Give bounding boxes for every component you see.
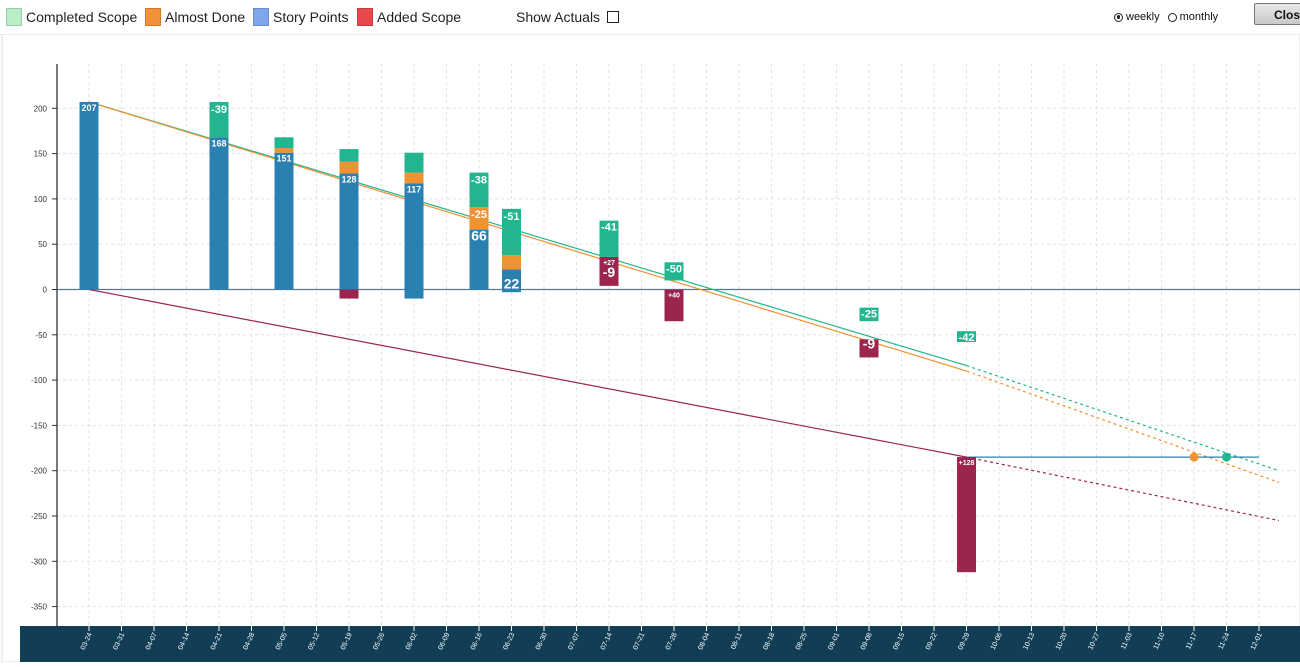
bar-points-label: 66 [471,228,487,244]
bar-almost-done [502,255,521,270]
forecast-point-almost_done [1189,452,1199,462]
bar-points-label: 151 [276,154,291,164]
bar-added-label: +128 [959,460,975,467]
bar-points-label: 117 [407,184,422,194]
bar-points-label: 22 [504,276,520,292]
bar-points-label: -9 [603,264,616,280]
bar-added-scope [339,289,359,299]
x-axis-band [20,626,1300,662]
legend-story-points: Story Points [253,7,348,27]
bar-completed [274,137,294,149]
bar-completed-label: -25 [861,309,877,321]
bar-added-scope [957,457,976,573]
y-tick-label: -250 [31,512,48,521]
bar-almost-done [339,161,359,174]
bar-points-label: 207 [81,103,96,113]
burndown-chart-svg: 200150100500-50-100-150-200-250-300-350 … [1,33,1300,663]
y-tick-label: 100 [34,195,48,204]
bar-added-scope [599,256,619,286]
bar-completed [599,220,619,257]
legend-swatch-completed [6,8,22,26]
bar-points-label: 168 [211,138,226,148]
y-tick-label: 200 [34,104,48,113]
legend-almost-done: Almost Done [145,7,245,27]
bar-added-scope [859,339,879,358]
legend-label-story-points: Story Points [273,9,349,25]
bar-story-points [209,137,229,290]
legend-completed-scope: Completed Scope [6,7,137,27]
y-tick-label: 150 [34,150,48,159]
bar-completed [404,152,424,173]
bar-completed [339,149,359,162]
legend-swatch-added-scope [357,8,373,26]
legend-swatch-almost-done [145,8,161,26]
show-actuals-toggle[interactable]: Show Actuals [516,9,620,25]
y-tick-label: -350 [31,603,48,612]
bar-story-points [79,101,99,290]
bar-completed-label: -50 [666,263,682,275]
y-tick-label: -200 [31,467,48,476]
bar-story-points-extra [502,269,521,293]
trend-line-completed [88,101,967,367]
bar-added-scope [404,289,424,299]
bar-almost-done [404,172,424,184]
period-radio-group: weekly monthly [1114,11,1226,23]
legend-swatch-story-points [253,8,269,26]
y-tick-label: 50 [38,240,47,249]
bar-completed-label: -41 [601,222,617,234]
y-tick-label: -150 [31,421,48,430]
bar-points-label: 128 [341,175,356,185]
bar-completed [209,101,229,138]
y-tick-label: -100 [31,376,48,385]
close-button[interactable]: Close [1254,3,1300,25]
bar-story-points [339,173,359,290]
weekly-radio[interactable] [1114,12,1123,22]
bar-completed [502,208,521,256]
bar-added-scope [664,289,684,322]
forecast-point-completed [1222,452,1231,462]
bar-completed-label: -51 [504,211,520,223]
bar-added-label: +40 [668,293,680,300]
bar-completed-label: -42 [959,332,975,344]
legend-label-added-scope: Added Scope [377,9,462,25]
y-tick-label: -50 [35,331,47,340]
bar-completed-label: -38 [471,175,487,187]
bar-almost-done [274,148,294,153]
legend-label-almost-done: Almost Done [165,9,246,25]
burndown-chart: 200 150 100 50 0 -50 -100 -150 -200 -250 -300 -350 … [0,33,1300,663]
trend-line-added [88,288,967,458]
monthly-radio[interactable] [1167,12,1177,22]
bar-completed [957,331,976,343]
show-actuals-label: Show Actuals [516,9,601,25]
monthly-radio-label[interactable]: monthly [1179,11,1219,23]
bar-added-label: +27 [603,260,615,267]
bar-story-points [404,183,424,290]
bar-points-label: -41 [958,369,976,383]
bar-completed-label: -39 [211,104,227,116]
y-tick-label: -300 [31,557,48,566]
bar-completed [664,262,684,281]
weekly-radio-label[interactable]: weekly [1126,11,1160,23]
legend-added-scope: Added Scope [357,7,461,27]
bar-points-label: -9 [863,335,876,351]
bar-story-points-extra [469,229,489,248]
projection-line-completed [966,365,1280,472]
projection-line-almost_done [966,370,1280,484]
chart-toolbar: Completed Scope Almost Done Story Points… [0,0,1300,35]
bar-completed [469,172,489,208]
trend-line-almost_done [88,101,967,372]
y-tick-label: 0 [43,286,48,295]
bar-almost-done [469,207,489,230]
show-actuals-checkbox[interactable] [607,11,620,23]
bar-story-points [274,152,294,290]
bar-completed [859,307,879,322]
legend-label-completed: Completed Scope [26,9,138,25]
bar-almost-label: -25 [471,209,487,221]
projection-line-added [966,456,1280,522]
